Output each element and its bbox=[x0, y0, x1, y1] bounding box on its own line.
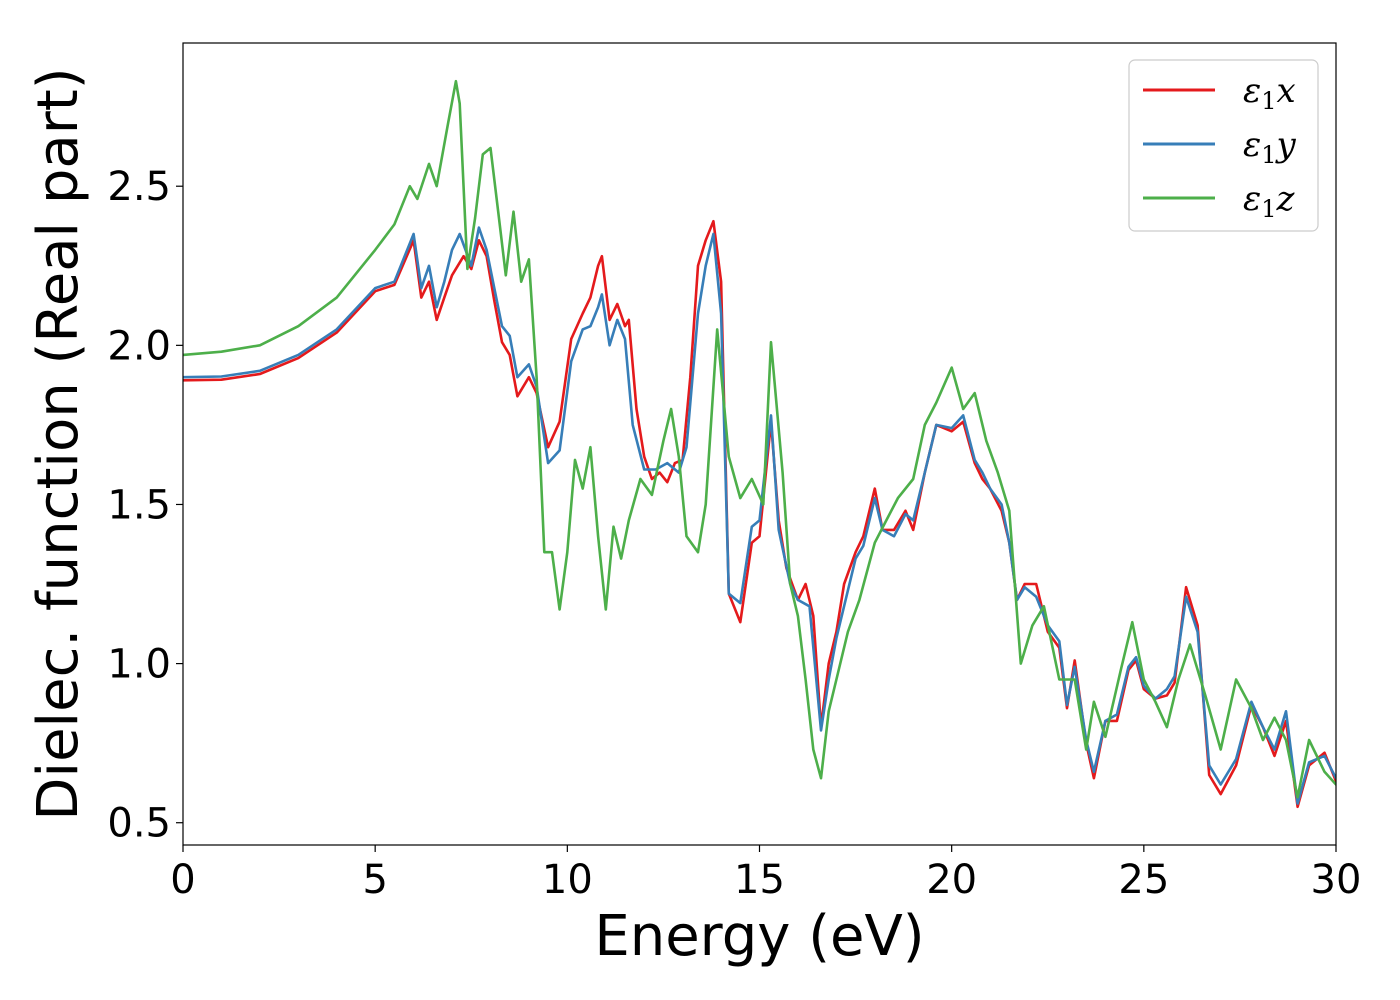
legend-box bbox=[1128, 59, 1319, 232]
x-tick-label: 25 bbox=[1118, 857, 1169, 903]
legend: ε1x ε1y ε1z bbox=[1128, 59, 1319, 232]
legend-label-1: ε1y bbox=[1243, 125, 1297, 169]
y-tick-label: 2.5 bbox=[107, 164, 171, 210]
y-tick-label: 0.5 bbox=[107, 801, 171, 847]
y-axis: 0.5 1.0 1.5 2.0 2.5 bbox=[107, 164, 183, 847]
x-tick-label: 20 bbox=[926, 857, 977, 903]
y-axis-label: Dielec. function (Real part) bbox=[26, 67, 91, 820]
legend-label-0: ε1x bbox=[1243, 71, 1296, 115]
x-tick-label: 15 bbox=[734, 857, 785, 903]
y-tick-label: 2.0 bbox=[107, 323, 171, 369]
x-tick-label: 5 bbox=[362, 857, 387, 903]
legend-label-2: ε1z bbox=[1243, 179, 1296, 223]
y-tick-label: 1.0 bbox=[107, 642, 171, 688]
series-layer bbox=[183, 79, 1336, 809]
x-tick-label: 10 bbox=[542, 857, 593, 903]
series-line-1 bbox=[183, 226, 1336, 805]
y-tick-label: 1.5 bbox=[107, 482, 171, 528]
x-axis: 0 5 10 15 20 25 30 bbox=[170, 845, 1361, 903]
x-tick-label: 0 bbox=[170, 857, 195, 903]
series-line-0 bbox=[183, 219, 1336, 809]
x-axis-label: Energy (eV) bbox=[594, 904, 924, 969]
x-tick-label: 30 bbox=[1311, 857, 1362, 903]
series-line-2 bbox=[183, 79, 1336, 799]
